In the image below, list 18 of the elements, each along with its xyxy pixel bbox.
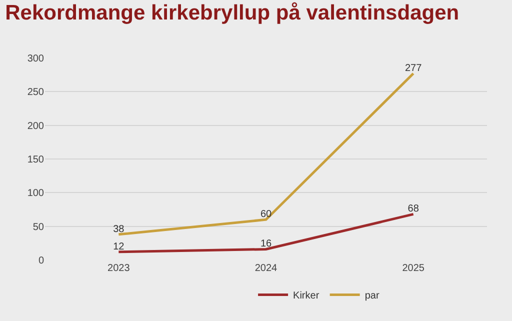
y-tick-label: 300 xyxy=(27,54,44,64)
data-label: 68 xyxy=(408,204,420,215)
chart-title: Rekordmange kirkebryllup på valentinsdagen xyxy=(5,2,460,25)
legend-label: par xyxy=(364,290,380,302)
data-label: 38 xyxy=(113,224,125,235)
y-tick-label: 0 xyxy=(38,256,44,266)
data-label: 12 xyxy=(113,241,125,252)
y-tick-label: 100 xyxy=(27,188,44,200)
data-label: 277 xyxy=(404,62,422,74)
y-tick-label: 150 xyxy=(27,154,44,166)
x-tick-label: 2023 xyxy=(108,263,130,274)
data-label: 16 xyxy=(260,238,272,250)
y-tick-label: 50 xyxy=(32,222,44,233)
x-tick-label: 2024 xyxy=(254,263,278,274)
legend-label: Kirker xyxy=(293,290,320,302)
y-tick-label: 250 xyxy=(27,87,44,98)
y-tick-label: 200 xyxy=(27,120,44,132)
x-tick-label: 2025 xyxy=(402,263,425,274)
